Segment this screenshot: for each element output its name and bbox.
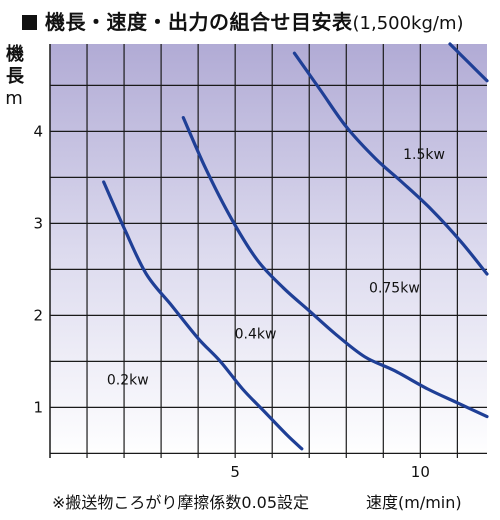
y-axis-unit: m: [5, 88, 23, 109]
grid: [49, 44, 487, 458]
y-tick-label: 2: [33, 306, 43, 324]
curve-0_4kw: [181, 116, 489, 419]
curves: [102, 42, 489, 451]
series-label-0_75kw: 0.75kw: [369, 280, 420, 296]
x-axis-label: 速度(m/min): [366, 493, 462, 512]
y-tick-label: 3: [33, 214, 43, 232]
y-axis-label: 機長: [6, 44, 24, 87]
x-tick-label: 5: [230, 463, 240, 481]
y-tick-label: 1: [33, 398, 43, 416]
footnote: ※搬送物ころがり摩擦係数0.05設定: [52, 493, 310, 512]
page-title: 機長・速度・出力の組合せ目安表(1,500kg/m): [22, 4, 464, 40]
y-tick-label: 4: [33, 122, 43, 140]
square-bullet-icon: [22, 15, 37, 30]
plot-background: [50, 44, 487, 458]
x-tick-label: 10: [411, 463, 430, 481]
title-main: 機長・速度・出力の組合せ目安表: [45, 10, 353, 34]
tick-labels: 1 2 3 4 5 10: [33, 122, 429, 481]
curve-0_2kw: [102, 180, 304, 451]
series-label-1_5kw: 1.5kw: [403, 147, 445, 163]
title-sub: (1,500kg/m): [352, 13, 464, 34]
series-label-0_2kw: 0.2kw: [107, 372, 149, 388]
curve-1_5kw: [448, 42, 489, 83]
series-label-0_4kw: 0.4kw: [235, 326, 277, 342]
series-labels: 0.2kw 0.4kw 0.75kw 1.5kw: [107, 147, 445, 388]
curve-0_75kw: [292, 51, 489, 276]
